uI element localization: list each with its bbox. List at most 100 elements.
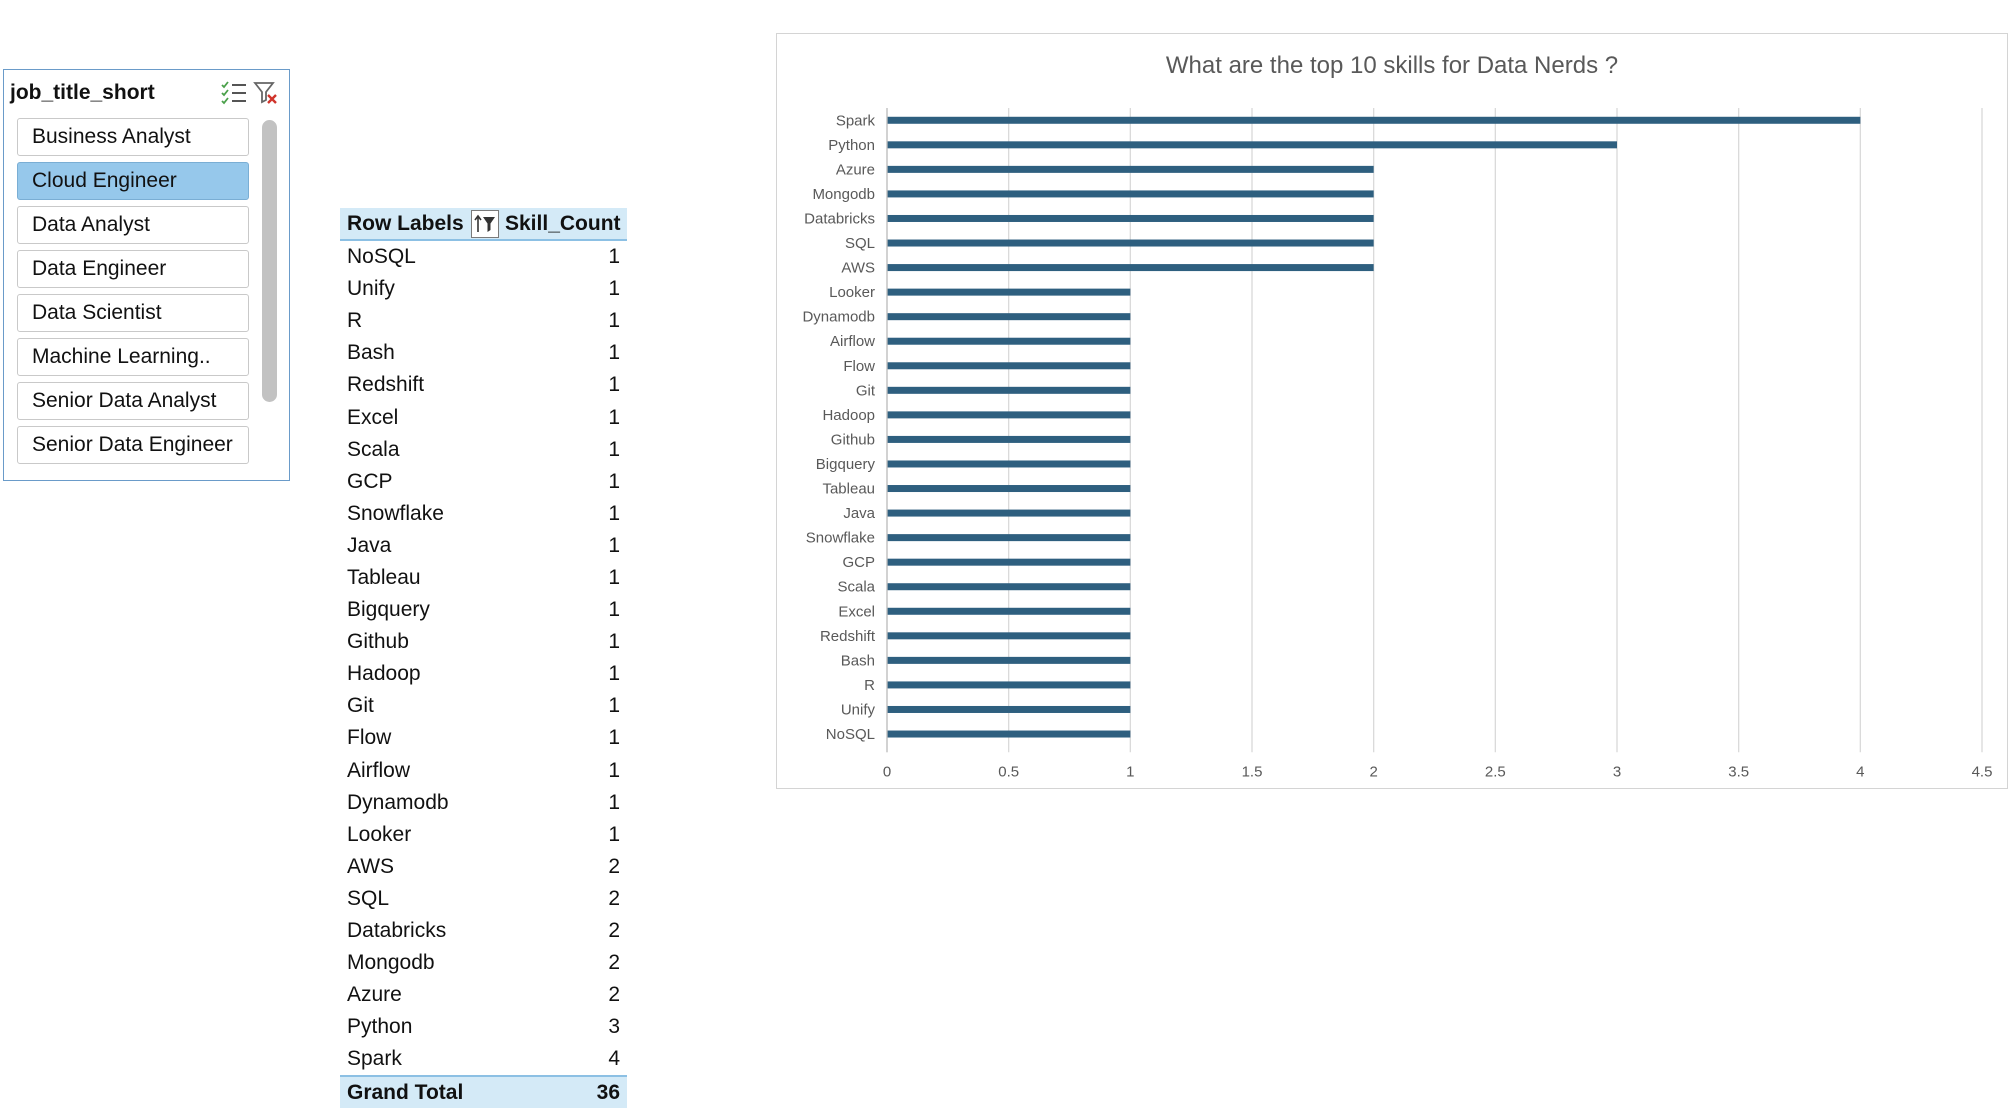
y-category-label: GCP: [842, 554, 875, 571]
multi-select-button[interactable]: [218, 77, 250, 109]
skills-bar-chart[interactable]: What are the top 10 skills for Data Nerd…: [776, 33, 2008, 789]
pivot-row[interactable]: Redshift 1: [340, 369, 627, 401]
pivot-row[interactable]: Python 3: [340, 1011, 627, 1043]
y-category-label: Dynamodb: [802, 309, 875, 326]
pivot-row[interactable]: AWS 2: [340, 851, 627, 883]
pivot-row[interactable]: Bigquery 1: [340, 594, 627, 626]
pivot-row-value: 1: [608, 309, 620, 333]
bar[interactable]: [887, 730, 1131, 738]
pivot-row[interactable]: Bash 1: [340, 337, 627, 369]
pivot-row[interactable]: GCP 1: [340, 466, 627, 498]
bar[interactable]: [887, 607, 1131, 615]
bar[interactable]: [887, 509, 1131, 517]
y-category-label: NoSQL: [826, 726, 875, 743]
pivot-row-value: 1: [608, 405, 620, 429]
slicer-item[interactable]: Data Analyst: [17, 206, 249, 244]
pivot-row-label: Excel: [347, 405, 399, 429]
pivot-row-label: Git: [347, 694, 374, 718]
pivot-row[interactable]: Looker 1: [340, 819, 627, 851]
pivot-row[interactable]: Excel 1: [340, 401, 627, 433]
pivot-row-label: Airflow: [347, 758, 411, 782]
pivot-row[interactable]: NoSQL 1: [340, 241, 627, 273]
bar[interactable]: [887, 313, 1131, 321]
clear-filter-button[interactable]: [250, 77, 282, 109]
pivot-row-label: Spark: [347, 1047, 402, 1071]
bar[interactable]: [887, 141, 1617, 149]
bar[interactable]: [887, 214, 1374, 222]
bar[interactable]: [887, 239, 1374, 247]
pivot-row[interactable]: Scala 1: [340, 434, 627, 466]
pivot-row-label: R: [347, 309, 363, 333]
pivot-row-label: Snowflake: [347, 501, 444, 525]
row-labels-header: Row Labels: [347, 211, 464, 235]
bar[interactable]: [887, 165, 1374, 173]
slicer-item[interactable]: Data Scientist: [17, 294, 249, 332]
pivot-row-label: Looker: [347, 822, 412, 846]
pivot-row[interactable]: SQL 2: [340, 883, 627, 915]
y-category-label: Looker: [829, 284, 875, 301]
slicer-item[interactable]: Data Engineer: [17, 250, 249, 288]
y-category-label: Git: [856, 382, 876, 399]
y-category-label: Java: [843, 505, 875, 522]
x-tick-label: 4.5: [1972, 763, 1993, 780]
pivot-row[interactable]: Databricks 2: [340, 915, 627, 947]
pivot-row[interactable]: Git 1: [340, 690, 627, 722]
bar[interactable]: [887, 435, 1131, 443]
grand-total-label: Grand Total: [347, 1080, 464, 1104]
pivot-row[interactable]: Hadoop 1: [340, 658, 627, 690]
y-category-label: Mongodb: [812, 186, 875, 203]
slicer-items: Business Analyst Cloud Engineer Data Analy…: [17, 118, 249, 470]
bar[interactable]: [887, 534, 1131, 542]
pivot-row-label: Unify: [347, 277, 395, 301]
pivot-row[interactable]: Unify 1: [340, 273, 627, 305]
pivot-row[interactable]: Azure 2: [340, 979, 627, 1011]
pivot-row[interactable]: Github 1: [340, 626, 627, 658]
pivot-row-label: Databricks: [347, 919, 447, 943]
bar[interactable]: [887, 656, 1131, 664]
x-tick-label: 3: [1613, 763, 1621, 780]
pivot-row[interactable]: Dynamodb 1: [340, 787, 627, 819]
job-title-slicer: job_title_short Business Analyst Cloud En…: [3, 69, 290, 481]
bar[interactable]: [887, 558, 1131, 566]
row-labels-filter-button[interactable]: [471, 209, 499, 238]
slicer-item[interactable]: Business Analyst: [17, 118, 249, 156]
bar[interactable]: [887, 485, 1131, 493]
pivot-row[interactable]: Airflow 1: [340, 755, 627, 787]
pivot-row[interactable]: Snowflake 1: [340, 498, 627, 530]
bar[interactable]: [887, 386, 1131, 394]
pivot-row[interactable]: Mongodb 2: [340, 947, 627, 979]
bar[interactable]: [887, 632, 1131, 640]
pivot-row-value: 1: [608, 533, 620, 557]
pivot-row-label: AWS: [347, 854, 395, 878]
bar[interactable]: [887, 362, 1131, 370]
bar[interactable]: [887, 288, 1131, 296]
bar[interactable]: [887, 264, 1374, 272]
slicer-item[interactable]: Machine Learning..: [17, 338, 249, 376]
pivot-row-value: 1: [608, 565, 620, 589]
bar[interactable]: [887, 681, 1131, 689]
pivot-row-label: Github: [347, 630, 409, 654]
pivot-row[interactable]: Spark 4: [340, 1043, 627, 1075]
slicer-item[interactable]: Cloud Engineer: [17, 162, 249, 200]
pivot-row-value: 1: [608, 790, 620, 814]
bar[interactable]: [887, 337, 1131, 345]
pivot-row-label: SQL: [347, 886, 390, 910]
pivot-row[interactable]: Tableau 1: [340, 562, 627, 594]
pivot-row[interactable]: Java 1: [340, 530, 627, 562]
pivot-row-label: Azure: [347, 983, 402, 1007]
slicer-scrollbar[interactable]: [262, 120, 277, 402]
bar[interactable]: [887, 583, 1131, 591]
bar[interactable]: [887, 190, 1374, 198]
bar[interactable]: [887, 116, 1861, 124]
bar[interactable]: [887, 705, 1131, 713]
pivot-row[interactable]: Flow 1: [340, 722, 627, 754]
slicer-item[interactable]: Senior Data Analyst: [17, 382, 249, 420]
bar[interactable]: [887, 460, 1131, 468]
pivot-row-label: Python: [347, 1015, 413, 1039]
y-category-label: Bash: [841, 652, 875, 669]
y-category-label: Flow: [843, 358, 875, 375]
slicer-item[interactable]: Senior Data Engineer: [17, 426, 249, 464]
grand-total-row: Grand Total 36: [340, 1075, 627, 1109]
bar[interactable]: [887, 411, 1131, 419]
